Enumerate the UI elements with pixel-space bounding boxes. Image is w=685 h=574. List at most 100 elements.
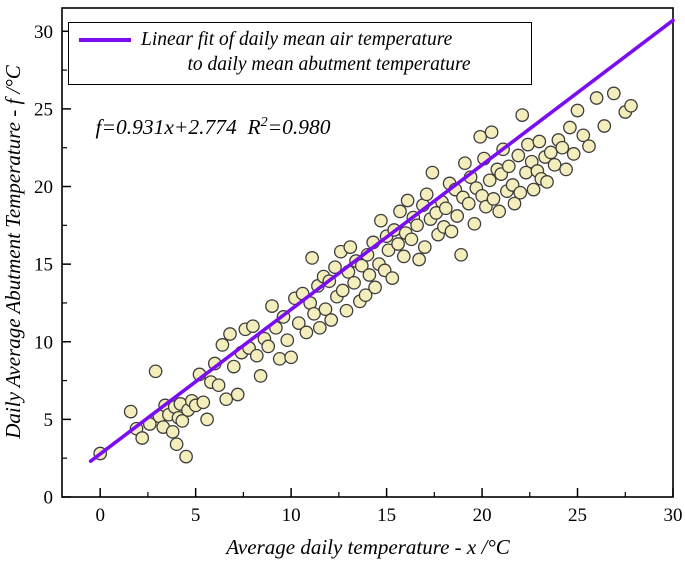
- data-point: [515, 108, 530, 122]
- data-point: [391, 237, 405, 251]
- data-point: [179, 449, 193, 464]
- data-point: [200, 412, 214, 427]
- data-point: [454, 247, 468, 262]
- data-point: [501, 159, 516, 174]
- data-point: [307, 306, 321, 321]
- data-point: [540, 175, 554, 189]
- data-point: [123, 404, 138, 419]
- data-point: [444, 224, 459, 239]
- x-tick-label: 30: [664, 505, 683, 526]
- data-point: [400, 193, 415, 208]
- y-tick-label: 10: [34, 332, 53, 353]
- data-point: [385, 271, 400, 285]
- data-point: [461, 196, 476, 211]
- data-point: [211, 378, 226, 393]
- data-point: [261, 339, 276, 354]
- legend-row: Linear fit of daily mean air temperature: [79, 27, 523, 52]
- fit-equation-sup: 2: [260, 115, 268, 130]
- data-point: [563, 120, 577, 135]
- x-tick-label: 10: [282, 505, 301, 526]
- fit-equation-pre: f=0.931x+2.774 R: [95, 115, 261, 140]
- fit-equation: f=0.931x+2.774 R2=0.980: [74, 90, 331, 165]
- data-point: [165, 424, 180, 439]
- data-point: [175, 414, 190, 428]
- data-point: [526, 182, 541, 197]
- data-point: [253, 369, 268, 383]
- data-point: [354, 258, 369, 273]
- data-point: [374, 213, 388, 228]
- data-point: [404, 232, 419, 247]
- legend-text-line2: to daily mean abutment temperature: [187, 54, 471, 76]
- data-point: [381, 243, 396, 258]
- data-point: [484, 125, 499, 140]
- data-point: [521, 137, 535, 152]
- data-point: [492, 204, 507, 219]
- data-point: [299, 325, 314, 340]
- data-point: [555, 140, 570, 155]
- data-point: [511, 148, 526, 163]
- data-point: [482, 173, 497, 188]
- data-point: [417, 240, 432, 254]
- data-point: [135, 431, 150, 445]
- data-point: [566, 147, 581, 161]
- x-tick-label: 15: [377, 505, 396, 526]
- data-point: [606, 86, 621, 101]
- data-point: [532, 134, 547, 149]
- data-point: [362, 268, 377, 282]
- plot-frame: [61, 7, 674, 498]
- data-point: [368, 280, 382, 295]
- data-point: [318, 302, 333, 317]
- data-point: [226, 359, 241, 374]
- data-point: [473, 129, 488, 144]
- data-point: [396, 249, 411, 264]
- data-point: [249, 348, 264, 363]
- data-point: [343, 240, 358, 254]
- data-point: [246, 319, 260, 334]
- linear-fit-line: [88, 18, 675, 463]
- data-point: [559, 162, 573, 177]
- data-point: [347, 275, 361, 290]
- data-point: [486, 192, 501, 206]
- data-point: [425, 165, 440, 180]
- data-point: [328, 260, 342, 275]
- y-axis-label: Daily Average Abutment Temperature - f /…: [1, 64, 25, 440]
- data-point: [358, 288, 373, 303]
- data-point: [513, 185, 528, 200]
- data-point: [589, 91, 604, 105]
- x-tick-label: 0: [95, 505, 105, 526]
- data-point: [335, 283, 350, 298]
- data-point: [576, 128, 591, 143]
- data-point: [450, 209, 465, 223]
- data-point: [284, 350, 298, 365]
- data-point: [570, 103, 585, 118]
- x-tick-label: 25: [568, 505, 587, 526]
- legend-text-line1: Linear fit of daily mean air temperature: [141, 29, 453, 50]
- data-point: [196, 395, 211, 410]
- data-point: [419, 187, 434, 202]
- data-point: [312, 320, 327, 335]
- data-point: [597, 119, 612, 133]
- data-point: [272, 351, 287, 366]
- data-point: [412, 252, 426, 267]
- data-point: [169, 437, 184, 452]
- y-tick-label: 0: [44, 488, 54, 509]
- fit-equation-post: =0.980: [267, 115, 331, 140]
- fit-line-legend-swatch: [79, 37, 131, 42]
- data-point: [438, 201, 453, 216]
- y-tick-label: 25: [34, 99, 53, 120]
- data-point: [215, 338, 230, 352]
- data-point: [324, 313, 339, 327]
- data-point: [467, 216, 482, 231]
- data-point: [458, 156, 472, 171]
- data-point: [547, 157, 562, 172]
- y-tick-label: 15: [34, 255, 53, 276]
- data-point: [280, 333, 295, 348]
- data-point: [393, 204, 407, 219]
- data-point: [507, 196, 522, 211]
- data-point: [339, 303, 354, 318]
- data-point: [265, 299, 279, 313]
- data-point: [230, 387, 245, 402]
- plot-dynamic-layer: 0 5 10 15 20 25 30 0 5 10 15 20 25 30: [34, 7, 683, 526]
